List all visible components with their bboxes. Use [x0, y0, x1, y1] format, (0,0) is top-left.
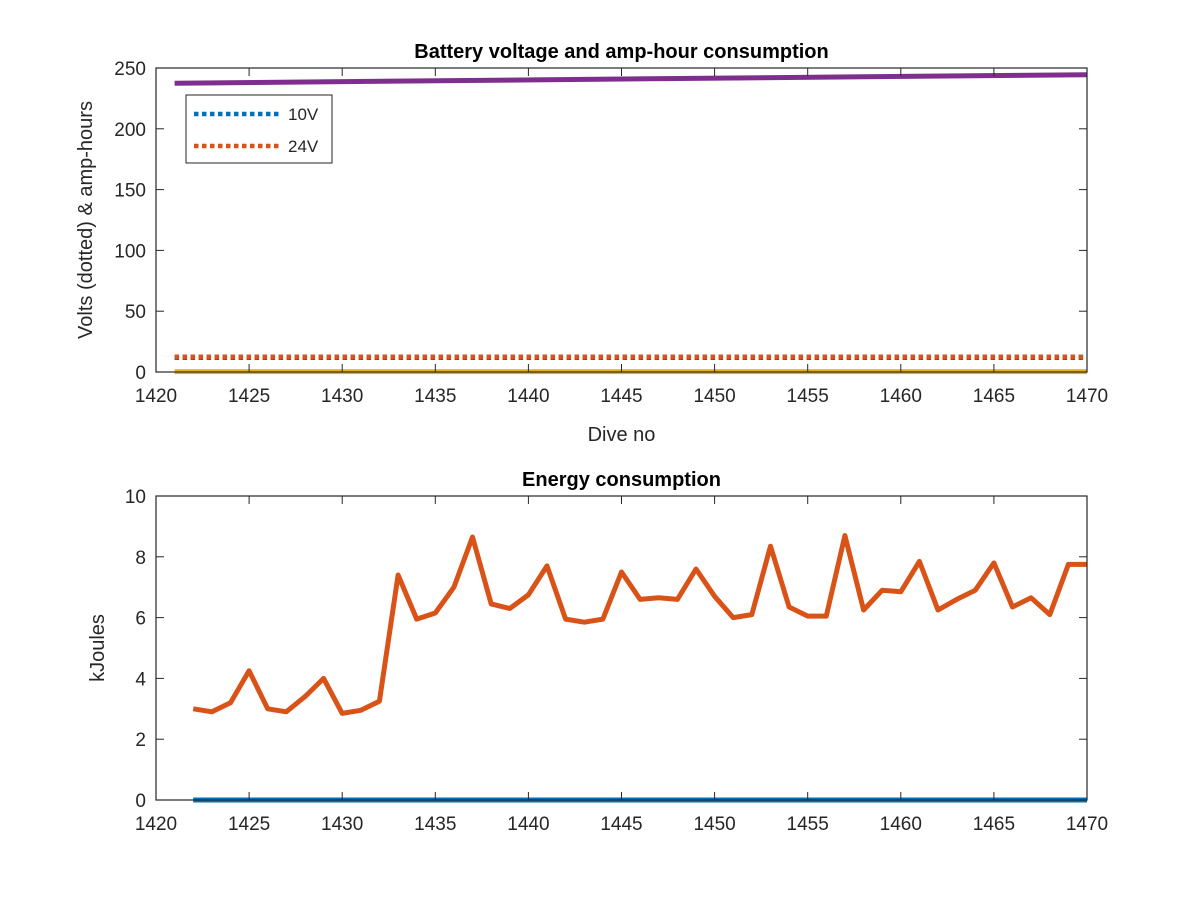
voltage-x-tick-label: 1430 — [321, 386, 363, 407]
energy-x-tick-label: 1425 — [228, 814, 270, 835]
voltage-chart-title: Battery voltage and amp-hour consumption — [414, 41, 828, 63]
energy-y-tick-label: 6 — [135, 609, 146, 630]
energy-y-tick-label: 2 — [135, 730, 146, 751]
energy-ticks: 1420 1425 1430 1435 1440 1445 1450 1455 1460 1465… — [125, 487, 1108, 835]
voltage-x-tick-label: 1440 — [507, 386, 549, 407]
voltage-x-tick-label: 1425 — [228, 386, 270, 407]
voltage-x-tick-label: 1450 — [693, 386, 735, 407]
energy-y-tick-label: 8 — [135, 548, 146, 569]
energy-x-tick-label: 1450 — [693, 814, 735, 835]
voltage-series-line-3 — [174, 72, 1088, 86]
energy-x-tick-label: 1430 — [321, 814, 363, 835]
voltage-y-tick-label: 200 — [114, 120, 146, 141]
voltage-y-tick-label: 250 — [114, 59, 146, 80]
energy-x-tick-label: 1445 — [600, 814, 642, 835]
energy-x-tick-label: 1470 — [1066, 814, 1108, 835]
energy-y-tick-label: 4 — [135, 669, 146, 690]
voltage-y-tick-label: 0 — [135, 363, 146, 384]
energy-x-tick-label: 1460 — [880, 814, 922, 835]
energy-chart-title: Energy consumption — [522, 469, 721, 491]
voltage-x-tick-label: 1460 — [880, 386, 922, 407]
legend-label-24v: 24V — [288, 137, 319, 156]
voltage-x-tick-label: 1465 — [973, 386, 1015, 407]
voltage-y-tick-label: 100 — [114, 241, 146, 262]
energy-x-tick-label: 1455 — [787, 814, 829, 835]
voltage-x-tick-label: 1445 — [600, 386, 642, 407]
legend-label-10v: 10V — [288, 105, 319, 124]
voltage-amp-hour-chart: 1420 1425 1430 1435 1440 1445 1450 1455 1460 1465… — [75, 41, 1108, 446]
energy-consumption-chart: 1420 1425 1430 1435 1440 1445 1450 1455 1460 1465… — [87, 469, 1108, 835]
energy-x-tick-label: 1465 — [973, 814, 1015, 835]
energy-series-line-1 — [192, 533, 1087, 716]
energy-y-axis-label: kJoules — [87, 614, 109, 682]
legend-box — [185, 94, 333, 164]
voltage-legend: 10V 24V — [185, 94, 333, 164]
voltage-y-tick-label: 50 — [125, 302, 146, 323]
voltage-ticks: 1420 1425 1430 1435 1440 1445 1450 1455 1460 1465… — [114, 59, 1108, 407]
energy-x-tick-label: 1420 — [135, 814, 177, 835]
voltage-x-tick-label: 1435 — [414, 386, 456, 407]
voltage-x-axis-label: Dive no — [588, 424, 656, 446]
voltage-y-tick-label: 150 — [114, 181, 146, 202]
voltage-y-axis-label: Volts (dotted) & amp-hours — [75, 101, 97, 339]
energy-x-tick-label: 1435 — [414, 814, 456, 835]
voltage-x-tick-label: 1470 — [1066, 386, 1108, 407]
energy-y-tick-label: 10 — [125, 487, 146, 508]
voltage-x-tick-label: 1455 — [787, 386, 829, 407]
energy-x-tick-label: 1440 — [507, 814, 549, 835]
energy-y-tick-label: 0 — [135, 791, 146, 812]
voltage-x-tick-label: 1420 — [135, 386, 177, 407]
